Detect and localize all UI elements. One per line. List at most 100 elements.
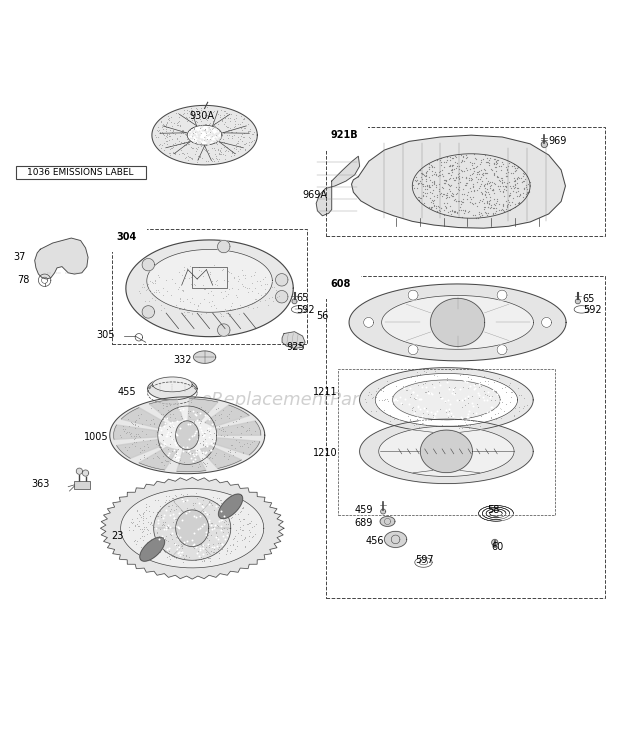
Point [263,299,273,311]
Point [460,416,470,428]
Point [227,282,237,294]
Polygon shape [205,405,249,427]
Point [231,508,241,520]
Point [182,293,192,305]
Point [164,129,174,141]
Point [190,125,200,137]
Point [210,435,219,447]
Point [162,455,172,467]
Point [411,392,421,404]
Point [490,193,500,205]
Point [445,160,455,172]
Point [421,175,431,187]
Point [164,545,174,557]
Point [173,547,183,559]
Point [226,267,236,279]
Point [212,126,222,138]
Point [188,124,198,135]
Point [428,168,438,180]
Point [514,401,524,413]
Point [162,423,172,435]
Point [199,131,209,143]
Point [156,422,166,434]
Point [185,151,195,163]
Point [378,385,388,397]
Polygon shape [408,344,418,355]
Point [200,135,210,147]
Point [226,405,236,417]
Point [227,511,237,523]
Point [231,415,241,427]
Point [195,522,205,534]
Point [172,402,182,414]
Point [196,524,206,536]
Point [128,525,138,536]
Point [127,517,137,529]
Point [165,147,175,159]
Text: 969A: 969A [303,190,327,200]
Point [207,523,217,535]
Point [445,151,455,163]
Point [170,489,180,501]
Point [414,177,424,189]
Point [154,506,164,518]
Point [497,174,507,186]
Point [182,533,192,545]
Point [211,540,221,552]
Point [456,383,466,395]
Point [218,501,228,513]
Point [420,184,430,196]
Point [179,264,189,276]
Point [168,138,178,150]
Point [189,527,199,539]
Point [448,384,458,396]
Point [177,426,187,438]
Point [192,272,202,283]
Point [228,126,237,138]
Point [454,417,464,429]
Point [174,280,184,292]
Point [194,138,204,150]
Point [427,169,437,181]
Point [491,205,501,217]
Point [200,123,210,135]
Point [139,440,149,452]
Point [520,400,529,412]
Point [409,419,419,431]
Point [154,499,164,511]
Point [154,269,164,281]
Point [228,496,238,508]
Point [195,510,205,522]
Point [246,437,255,449]
Point [192,457,202,469]
Point [235,516,245,527]
Point [194,107,204,119]
Point [448,190,458,202]
Point [416,414,426,426]
Point [224,112,234,124]
Point [421,170,431,182]
Point [163,521,173,533]
Point [195,150,205,162]
Point [171,513,181,525]
Point [141,523,151,535]
Point [497,172,507,184]
Point [451,172,461,184]
Point [210,118,219,129]
Point [386,385,396,397]
Point [498,199,508,211]
Point [482,167,492,179]
Point [404,398,414,410]
Point [146,517,156,529]
Point [205,427,215,439]
Point [177,542,187,554]
Point [145,434,155,446]
Polygon shape [158,406,217,464]
Point [407,401,417,413]
Point [160,496,170,508]
Point [125,428,135,440]
Point [459,415,469,427]
Point [188,539,198,551]
Point [407,405,417,417]
Point [427,202,437,214]
